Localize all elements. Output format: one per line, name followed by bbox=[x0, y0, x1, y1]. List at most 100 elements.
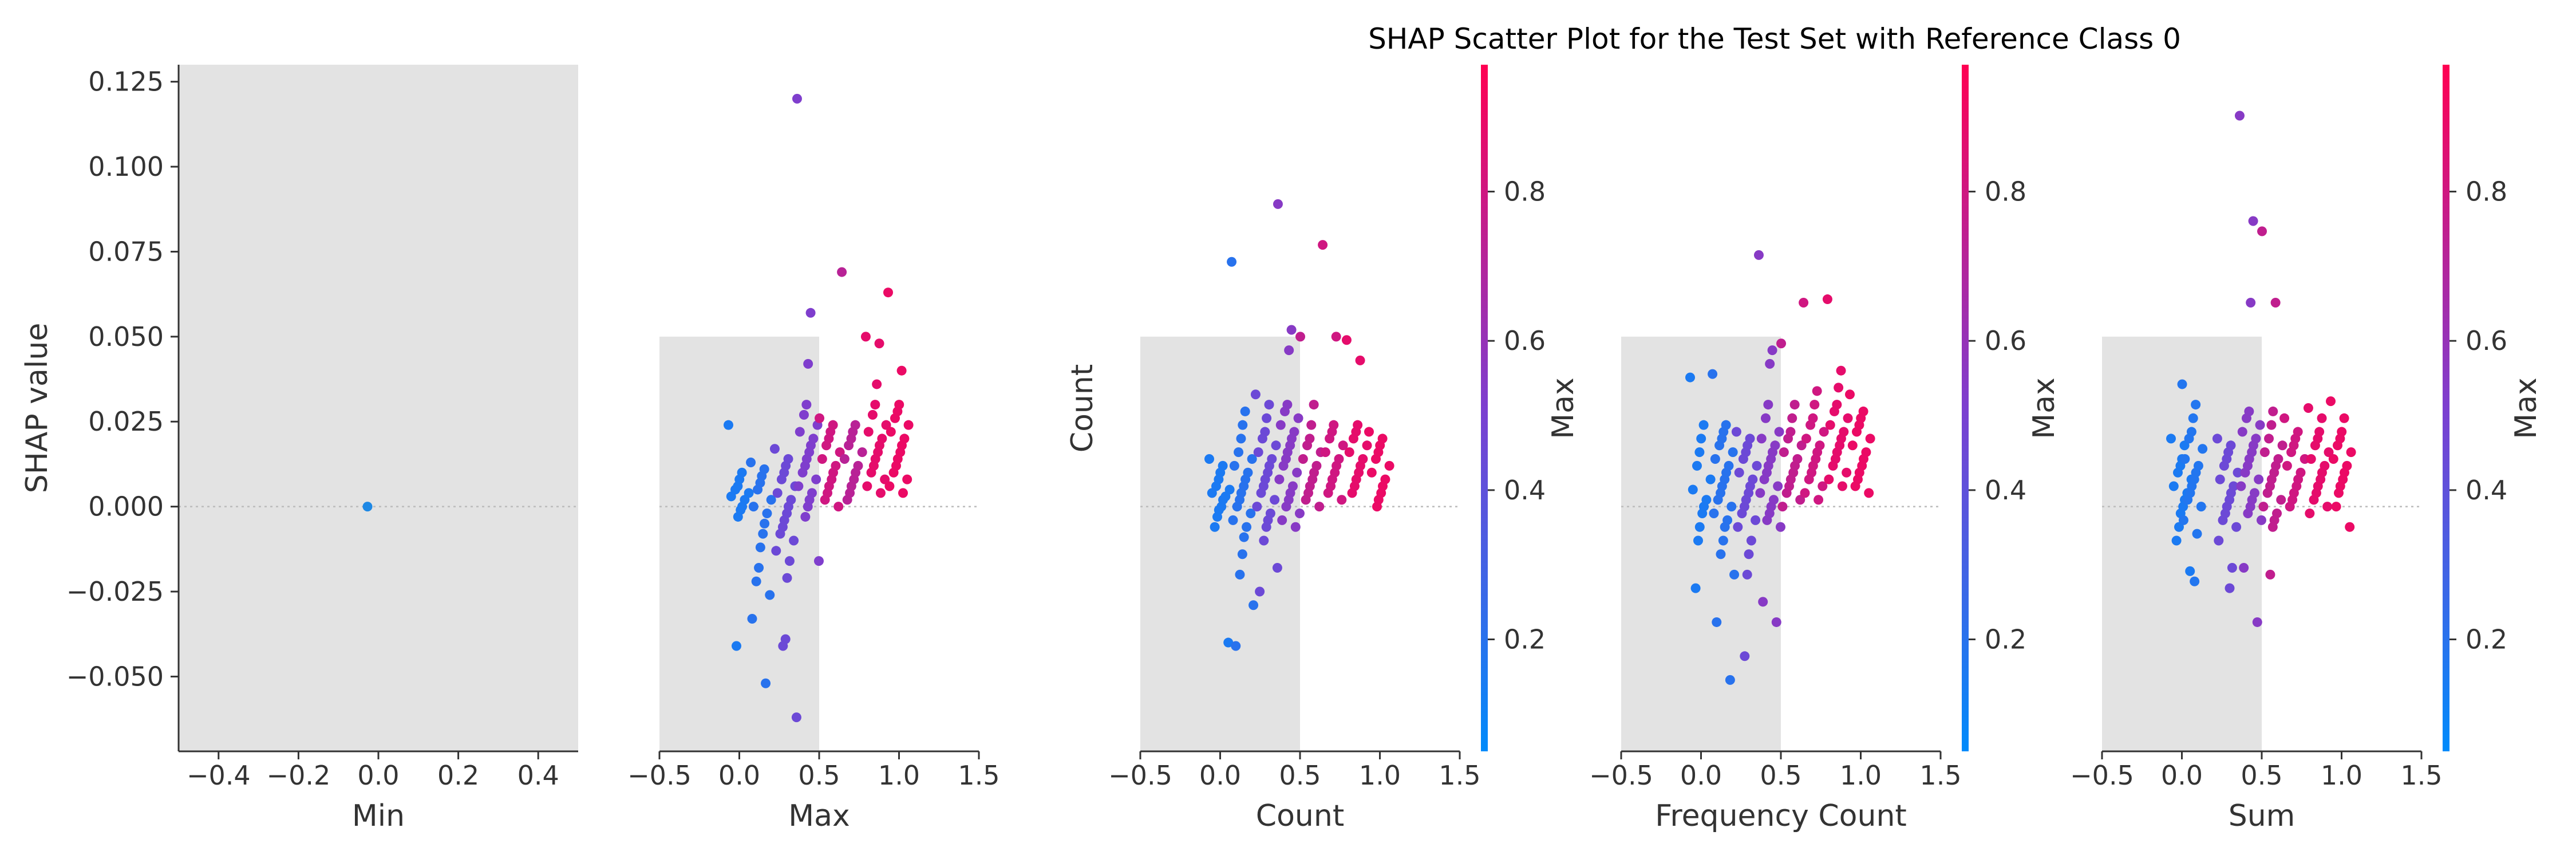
data-point bbox=[362, 502, 373, 512]
x-tick-label: 0.0 bbox=[1680, 760, 1722, 791]
data-point bbox=[762, 509, 772, 519]
data-point bbox=[1822, 294, 1832, 305]
data-point bbox=[2277, 440, 2287, 451]
y-tick-label: 0.025 bbox=[88, 406, 164, 437]
data-point bbox=[801, 400, 812, 410]
data-point bbox=[1320, 447, 1330, 458]
data-point bbox=[2345, 522, 2355, 532]
data-point bbox=[2171, 535, 2182, 546]
colorbar bbox=[1481, 65, 1488, 751]
data-point bbox=[844, 440, 854, 451]
colorbar-tick-label: 0.2 bbox=[1504, 624, 1546, 655]
data-point bbox=[1231, 641, 1241, 651]
data-point bbox=[1278, 460, 1289, 471]
data-point bbox=[1284, 345, 1294, 356]
data-point bbox=[2173, 467, 2183, 478]
data-point bbox=[1212, 511, 1222, 522]
data-point bbox=[1685, 372, 1695, 383]
data-point bbox=[2212, 434, 2222, 444]
data-point bbox=[1341, 335, 1352, 345]
data-point bbox=[1236, 434, 1246, 444]
data-point bbox=[1709, 509, 1719, 519]
data-point bbox=[1229, 460, 1239, 471]
x-tick-label: 0.0 bbox=[357, 760, 399, 791]
data-point bbox=[1751, 515, 1761, 525]
data-point bbox=[2227, 562, 2237, 573]
data-point bbox=[2198, 444, 2208, 454]
y-axis-label: SHAP value bbox=[20, 323, 54, 494]
data-point bbox=[1694, 522, 1705, 532]
data-point bbox=[2303, 403, 2313, 413]
x-tick-label: 1.0 bbox=[878, 760, 920, 791]
data-point bbox=[1247, 454, 1257, 464]
data-point bbox=[862, 481, 872, 491]
x-tick-label: 0.0 bbox=[718, 760, 760, 791]
data-point bbox=[1372, 502, 1382, 512]
data-point bbox=[1694, 447, 1705, 458]
data-point bbox=[867, 409, 878, 420]
data-point bbox=[2279, 413, 2290, 423]
data-point bbox=[898, 488, 908, 498]
data-point bbox=[2259, 447, 2270, 458]
x-tick-label: 1.5 bbox=[958, 760, 999, 791]
y-tick-label: 0.100 bbox=[88, 151, 164, 182]
data-point bbox=[1843, 413, 1853, 423]
data-point bbox=[2333, 440, 2342, 451]
data-point bbox=[1819, 427, 1829, 437]
x-tick-label: 0.0 bbox=[1199, 760, 1241, 791]
data-point bbox=[888, 467, 899, 478]
panel-count: −0.5 0.0 0.5 1.0 1.5 Count 0.2 0.4 0.6 0.8 bbox=[1108, 65, 2026, 833]
data-point bbox=[1774, 427, 1784, 437]
data-point bbox=[1274, 474, 1285, 484]
y-tick-label: −0.025 bbox=[66, 576, 164, 607]
data-point bbox=[2282, 460, 2292, 471]
data-point bbox=[1237, 549, 1247, 559]
data-point bbox=[1253, 447, 1263, 458]
data-point bbox=[1298, 454, 1308, 464]
y-tick-label: 0.000 bbox=[88, 491, 164, 522]
data-point bbox=[1697, 509, 1708, 519]
data-point bbox=[1348, 434, 1358, 444]
histogram-bar bbox=[1140, 336, 1300, 751]
chart-title: SHAP Scatter Plot for the Test Set with … bbox=[1368, 22, 2181, 56]
data-point bbox=[1290, 522, 1301, 532]
data-point bbox=[1293, 413, 1303, 423]
data-point bbox=[1309, 400, 1319, 410]
data-point bbox=[1753, 250, 1764, 260]
data-point bbox=[2196, 502, 2206, 512]
data-point bbox=[776, 474, 787, 484]
colorbar-label: Count bbox=[1065, 364, 1100, 452]
data-point bbox=[2305, 509, 2315, 519]
data-point bbox=[784, 556, 795, 566]
data-point bbox=[2188, 413, 2198, 423]
x-axis-label: Min bbox=[352, 799, 405, 833]
data-point bbox=[1238, 420, 1248, 430]
data-point bbox=[2270, 297, 2281, 308]
data-point bbox=[1371, 454, 1381, 464]
data-point bbox=[835, 447, 845, 458]
data-point bbox=[1294, 509, 1305, 519]
colorbar-tick-label: 0.6 bbox=[1985, 325, 2026, 356]
data-point bbox=[792, 93, 802, 104]
data-point bbox=[2252, 617, 2262, 627]
data-point bbox=[1306, 420, 1317, 430]
data-point bbox=[1775, 522, 1785, 532]
data-point bbox=[1337, 495, 1347, 505]
data-point bbox=[1232, 502, 1242, 512]
data-point bbox=[1314, 502, 1325, 512]
colorbar-tick-label: 0.4 bbox=[2466, 475, 2507, 506]
data-point bbox=[1273, 199, 1283, 209]
data-point bbox=[765, 590, 775, 600]
data-point bbox=[2236, 481, 2246, 491]
data-point bbox=[1828, 460, 1838, 471]
data-point bbox=[2322, 502, 2333, 512]
data-point bbox=[2331, 502, 2341, 512]
data-point bbox=[1257, 434, 1267, 444]
data-point bbox=[2178, 515, 2188, 525]
colorbar bbox=[1962, 65, 1969, 751]
data-point bbox=[2258, 502, 2269, 512]
data-point bbox=[1693, 535, 1703, 546]
data-point bbox=[884, 481, 895, 491]
histogram-bar bbox=[179, 65, 578, 751]
data-point bbox=[880, 474, 890, 484]
